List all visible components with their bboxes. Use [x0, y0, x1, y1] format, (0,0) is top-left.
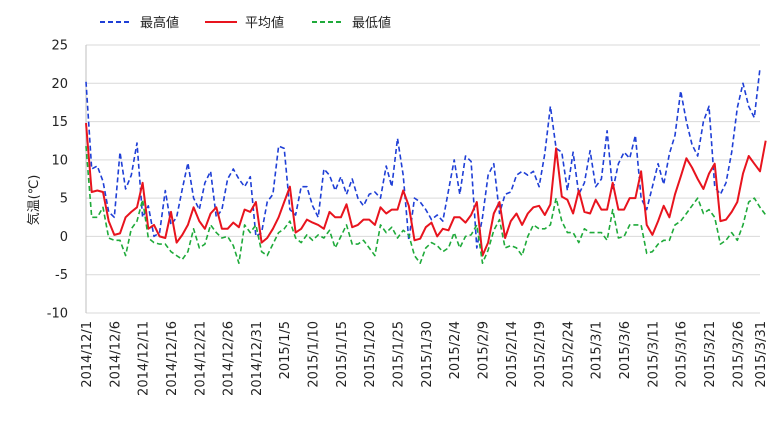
series-line-2 — [85, 146, 767, 265]
x-tick-label: 2014/12/26 — [222, 321, 237, 396]
y-tick-label: 15 — [51, 115, 68, 130]
legend-label-0: 最高値 — [140, 15, 179, 31]
x-tick-label: 2015/2/19 — [533, 321, 548, 388]
y-axis-label: 気温(℃) — [26, 175, 42, 226]
x-tick-label: 2014/12/21 — [193, 321, 208, 396]
x-tick-label: 2015/1/5 — [278, 321, 293, 379]
x-tick-label: 2015/1/30 — [420, 321, 435, 388]
y-tick-label: 5 — [60, 192, 68, 207]
x-tick-label: 2015/2/14 — [505, 321, 520, 388]
y-tick-label: -5 — [55, 268, 68, 283]
grid-lines — [85, 44, 760, 314]
x-tick-label: 2015/3/26 — [731, 321, 746, 388]
x-tick-label: 2015/3/1 — [590, 321, 605, 379]
series-line-0 — [85, 67, 761, 249]
x-tick-label: 2015/1/20 — [363, 321, 378, 388]
series-lines — [85, 67, 767, 265]
x-tick-label: 2014/12/1 — [80, 321, 95, 388]
x-tick-label: 2014/12/6 — [108, 321, 123, 388]
x-tick-label: 2015/1/25 — [392, 321, 407, 388]
series-line-1 — [85, 123, 767, 257]
x-tick-label: 2014/12/31 — [250, 321, 265, 396]
y-tick-label: 25 — [51, 39, 68, 54]
legend: 最高値 平均値 最低値 — [100, 15, 391, 31]
x-tick-label: 2014/12/16 — [165, 321, 180, 396]
x-tick-label: 2015/3/31 — [754, 321, 769, 388]
x-tick-label: 2014/12/11 — [137, 321, 152, 396]
x-axis-ticks: 2014/12/1 2014/12/6 2014/12/11 2014/12/16 20… — [80, 321, 769, 396]
y-tick-label: 10 — [51, 153, 68, 168]
x-tick-label: 2015/3/16 — [675, 321, 690, 388]
x-tick-label: 2015/2/9 — [476, 321, 491, 379]
y-tick-label: 20 — [51, 77, 68, 92]
x-tick-label: 2015/1/15 — [335, 321, 350, 388]
x-tick-label: 2015/2/4 — [448, 321, 463, 379]
x-tick-label: 2015/3/11 — [646, 321, 661, 388]
legend-label-1: 平均値 — [245, 15, 284, 31]
x-tick-label: 2015/1/10 — [307, 321, 322, 388]
x-tick-label: 2015/3/6 — [618, 321, 633, 379]
x-tick-label: 2015/2/24 — [561, 321, 576, 388]
legend-label-2: 最低値 — [352, 15, 391, 31]
y-axis-ticks: -10 -5 0 5 10 15 20 25 — [47, 39, 68, 322]
y-tick-label: -10 — [47, 307, 68, 322]
y-tick-label: 0 — [60, 230, 68, 245]
x-tick-label: 2015/3/21 — [703, 321, 718, 388]
